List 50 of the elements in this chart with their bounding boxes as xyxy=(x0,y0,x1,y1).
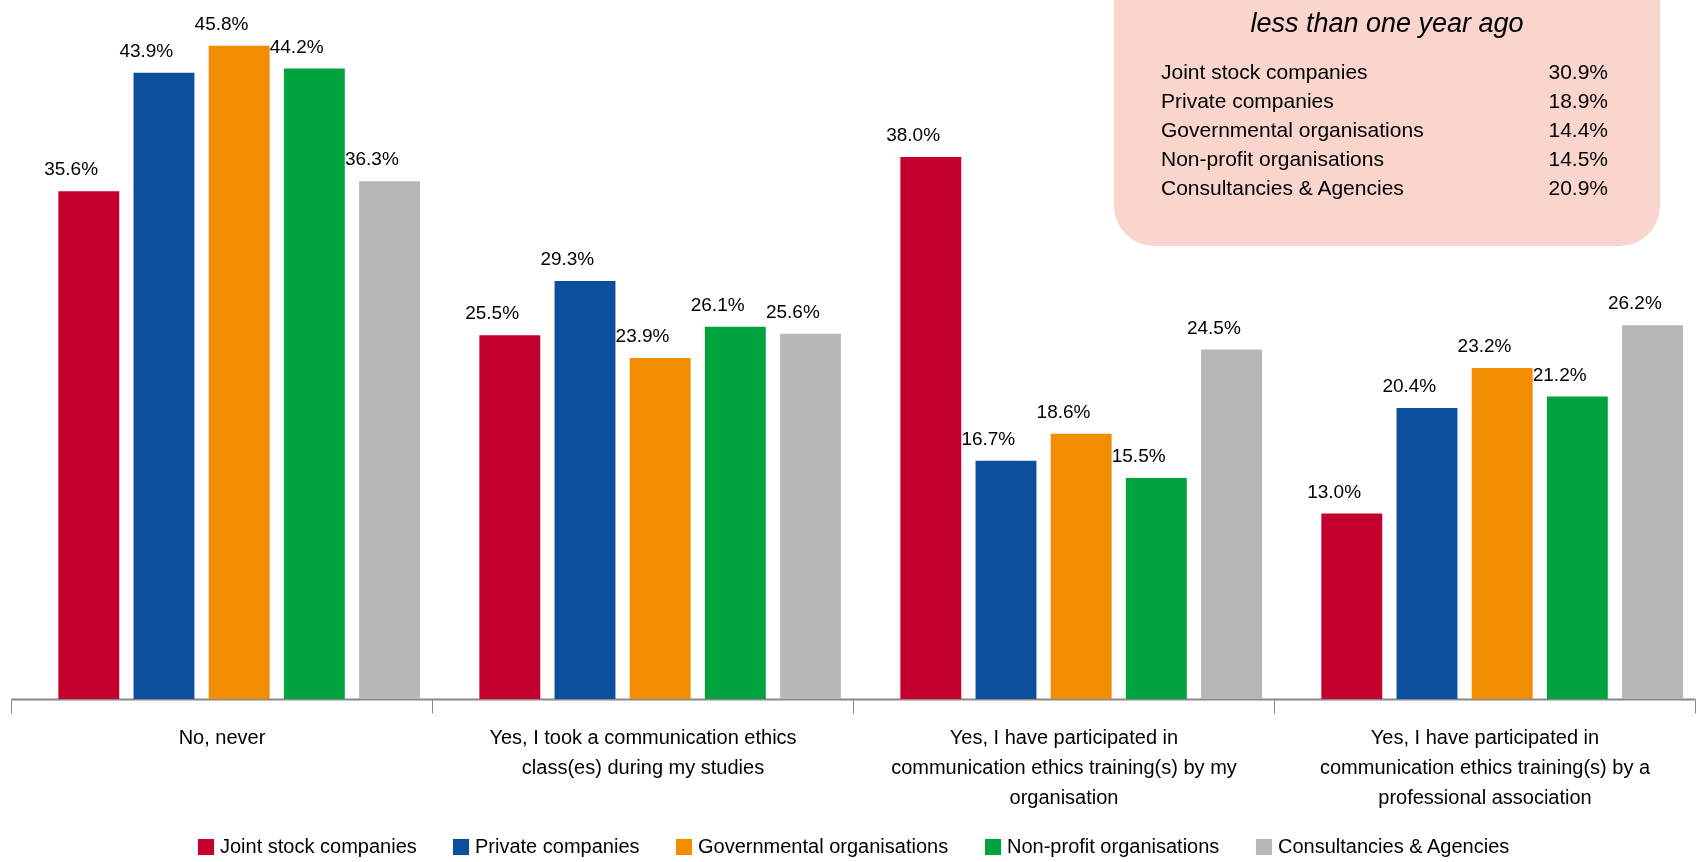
note-box: less than one year ago Joint stock companies 30.9% Private companies 18.9% Governmental organisations 14.4% Non-profit organisations 14.5% Consultancies & Agencies 20.9% xyxy=(1114,0,1660,246)
data-label: 20.4% xyxy=(1382,375,1437,397)
legend-label: Consultancies & Agencies xyxy=(1278,835,1510,857)
legend-label: Non-profit organisations xyxy=(1007,835,1220,857)
legend-label: Joint stock companies xyxy=(220,835,417,857)
x-tick-label: Yes, I have participated in communication ethics training(s) by my organisation xyxy=(891,725,1237,808)
data-label: 35.6% xyxy=(44,158,99,180)
x-tick-label: Yes, I have participated in communication ethics training(s) by a professional association xyxy=(1319,725,1651,808)
data-label: 25.6% xyxy=(765,300,820,322)
data-label: 44.2% xyxy=(269,35,324,57)
x-tick-label: No, never xyxy=(178,725,266,748)
data-label: 21.2% xyxy=(1532,363,1587,385)
bar xyxy=(1050,433,1112,699)
data-label: 18.6% xyxy=(1036,400,1091,422)
data-label: 23.9% xyxy=(615,325,670,347)
bar xyxy=(1622,325,1683,699)
bar xyxy=(1471,368,1533,699)
bar xyxy=(900,156,962,699)
bar xyxy=(479,335,541,699)
bar xyxy=(780,333,841,699)
data-label: 15.5% xyxy=(1111,444,1166,466)
data-label: 43.9% xyxy=(119,39,174,61)
bar xyxy=(1546,396,1608,699)
data-label: 29.3% xyxy=(540,248,595,270)
bar xyxy=(133,72,195,699)
bar xyxy=(554,281,616,699)
bar xyxy=(704,326,766,699)
data-label: 24.5% xyxy=(1186,316,1241,338)
data-label: 13.0% xyxy=(1307,480,1362,502)
data-label: 23.2% xyxy=(1457,335,1512,357)
legend-label: Governmental organisations xyxy=(698,835,949,857)
data-label: 25.5% xyxy=(465,302,520,324)
bar xyxy=(58,191,120,699)
data-label: 26.2% xyxy=(1607,292,1662,314)
bar xyxy=(1321,513,1383,699)
data-label: 45.8% xyxy=(194,12,249,34)
legend-label: Private companies xyxy=(475,835,640,857)
bar xyxy=(283,68,345,699)
bar xyxy=(1125,477,1187,699)
x-tick-label: Yes, I took a communication ethics class(es) during my studies xyxy=(489,725,797,778)
bar xyxy=(1201,349,1262,699)
bar xyxy=(1396,408,1458,699)
bar xyxy=(975,460,1037,699)
data-label: 26.1% xyxy=(690,293,745,315)
data-label: 16.7% xyxy=(961,427,1016,449)
bar xyxy=(629,358,691,699)
bar xyxy=(359,181,420,699)
bar xyxy=(208,45,270,699)
data-label: 38.0% xyxy=(886,123,941,145)
data-label: 36.3% xyxy=(344,148,399,170)
